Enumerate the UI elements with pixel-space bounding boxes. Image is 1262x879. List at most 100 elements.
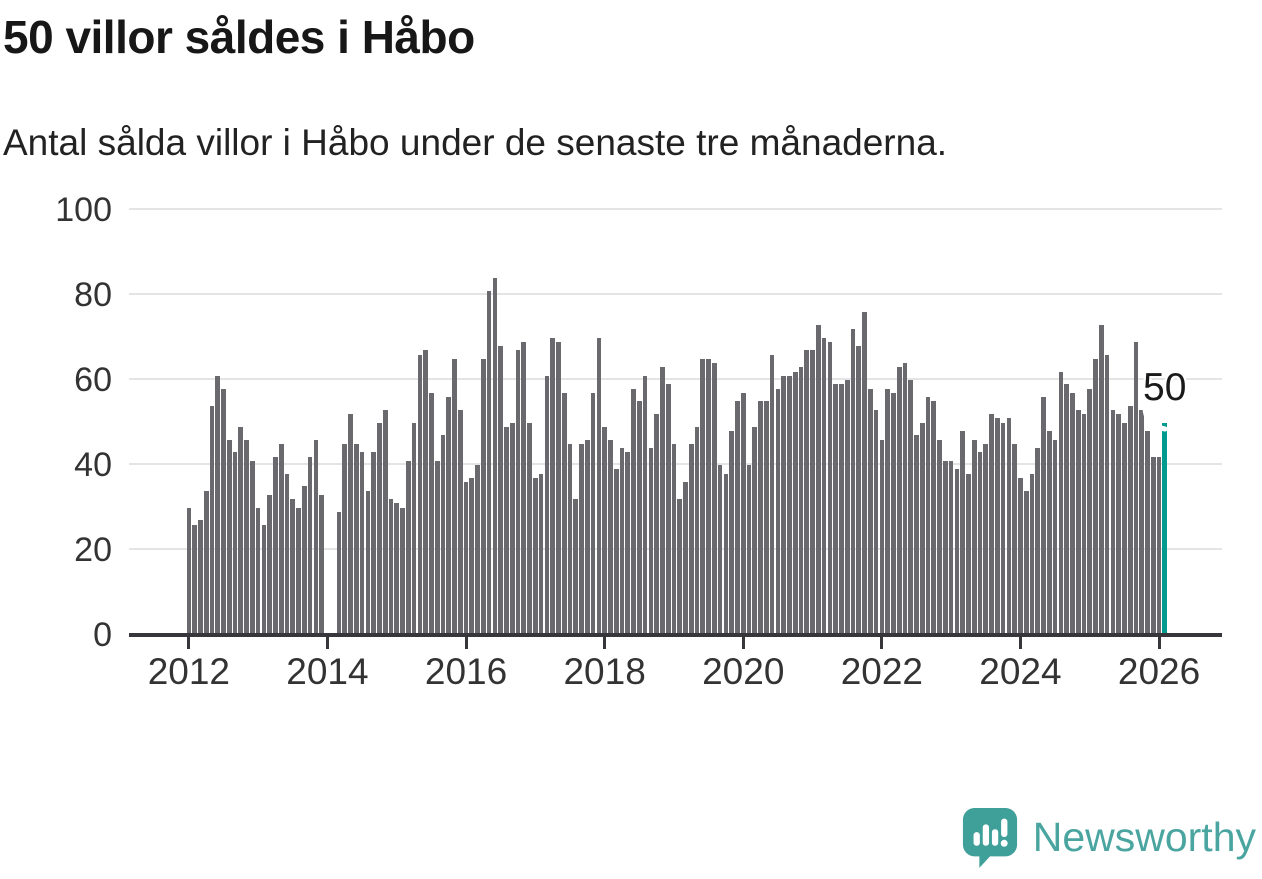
bar [931,401,937,635]
bar [862,312,867,635]
bar [683,482,688,635]
bar [977,452,983,635]
bar [821,337,827,635]
x-tick-mark [464,637,468,649]
bar [365,490,371,635]
gridline [129,208,1222,210]
bar [1029,473,1035,635]
bar [1127,405,1133,635]
bar [504,426,509,635]
bar [1023,490,1029,635]
bar [1098,324,1104,635]
latest-value-label: 50 [1143,366,1187,409]
bar [706,358,711,635]
bar [394,503,400,635]
bar [798,367,804,635]
x-tick-label: 2022 [840,651,923,692]
logo-bar-1 [973,832,980,846]
bar [302,486,307,635]
bar [769,354,775,635]
bar [954,469,960,635]
bar [596,337,602,635]
bar [891,392,896,635]
bar [400,507,405,635]
bar [567,443,573,635]
bar [677,499,683,635]
bar [255,507,261,635]
bar [914,435,919,635]
y-tick-label: 40 [74,446,112,484]
bar [515,350,521,635]
bar [498,346,504,635]
x-tick-label: 2014 [286,651,369,692]
x-axis-line [129,633,1222,637]
bar [1156,456,1162,635]
highlighted-bar [1162,422,1168,635]
x-tick-mark [603,637,607,649]
bar [1006,418,1012,635]
bar [827,341,833,635]
x-tick-label: 2018 [563,651,646,692]
bar [758,401,763,635]
bar [723,473,729,635]
y-tick-label: 60 [74,361,112,399]
gridline [129,293,1222,295]
y-tick-label: 100 [55,191,112,229]
bar [209,405,215,635]
bar [608,439,613,635]
bar [273,456,278,635]
bar-series [186,210,1177,635]
bar [440,435,446,635]
bar [729,431,735,635]
bar [717,465,723,635]
bar [752,426,758,635]
bar [1093,358,1098,635]
bar [636,401,642,635]
bar [1012,443,1017,635]
bar [625,452,631,635]
bar [648,448,654,635]
x-tick-label: 2024 [979,651,1062,692]
bar [792,371,798,635]
bar [810,350,815,635]
bar [232,452,238,635]
bar [660,367,665,635]
bar [429,392,434,635]
bar [556,341,561,635]
bar [1041,397,1046,635]
x-tick-mark [187,637,191,649]
bar [244,439,249,635]
bar [492,278,498,635]
x-tick-mark [1157,637,1161,649]
bar [902,363,908,635]
logo-bar-2 [982,824,989,846]
bar [613,469,619,635]
bar [700,358,706,635]
bar [943,460,948,635]
bar [1035,448,1041,635]
bar [694,426,700,635]
bar [960,431,966,635]
bar [481,358,486,635]
bar [1116,414,1121,635]
bar [342,443,348,635]
bar [221,388,226,635]
bar [1145,431,1150,635]
bar [815,324,821,635]
bar [844,380,850,635]
bar [1046,431,1052,635]
gridline [129,378,1222,380]
bar [989,414,994,635]
bar [937,439,942,635]
bar [839,384,844,635]
bar [579,443,584,635]
bar [278,443,284,635]
bar [602,426,607,635]
bar [423,350,428,635]
bar [1064,384,1069,635]
bar [925,397,931,635]
bar [654,414,659,635]
bar [619,448,625,635]
bar [238,426,244,635]
bar [746,465,752,635]
